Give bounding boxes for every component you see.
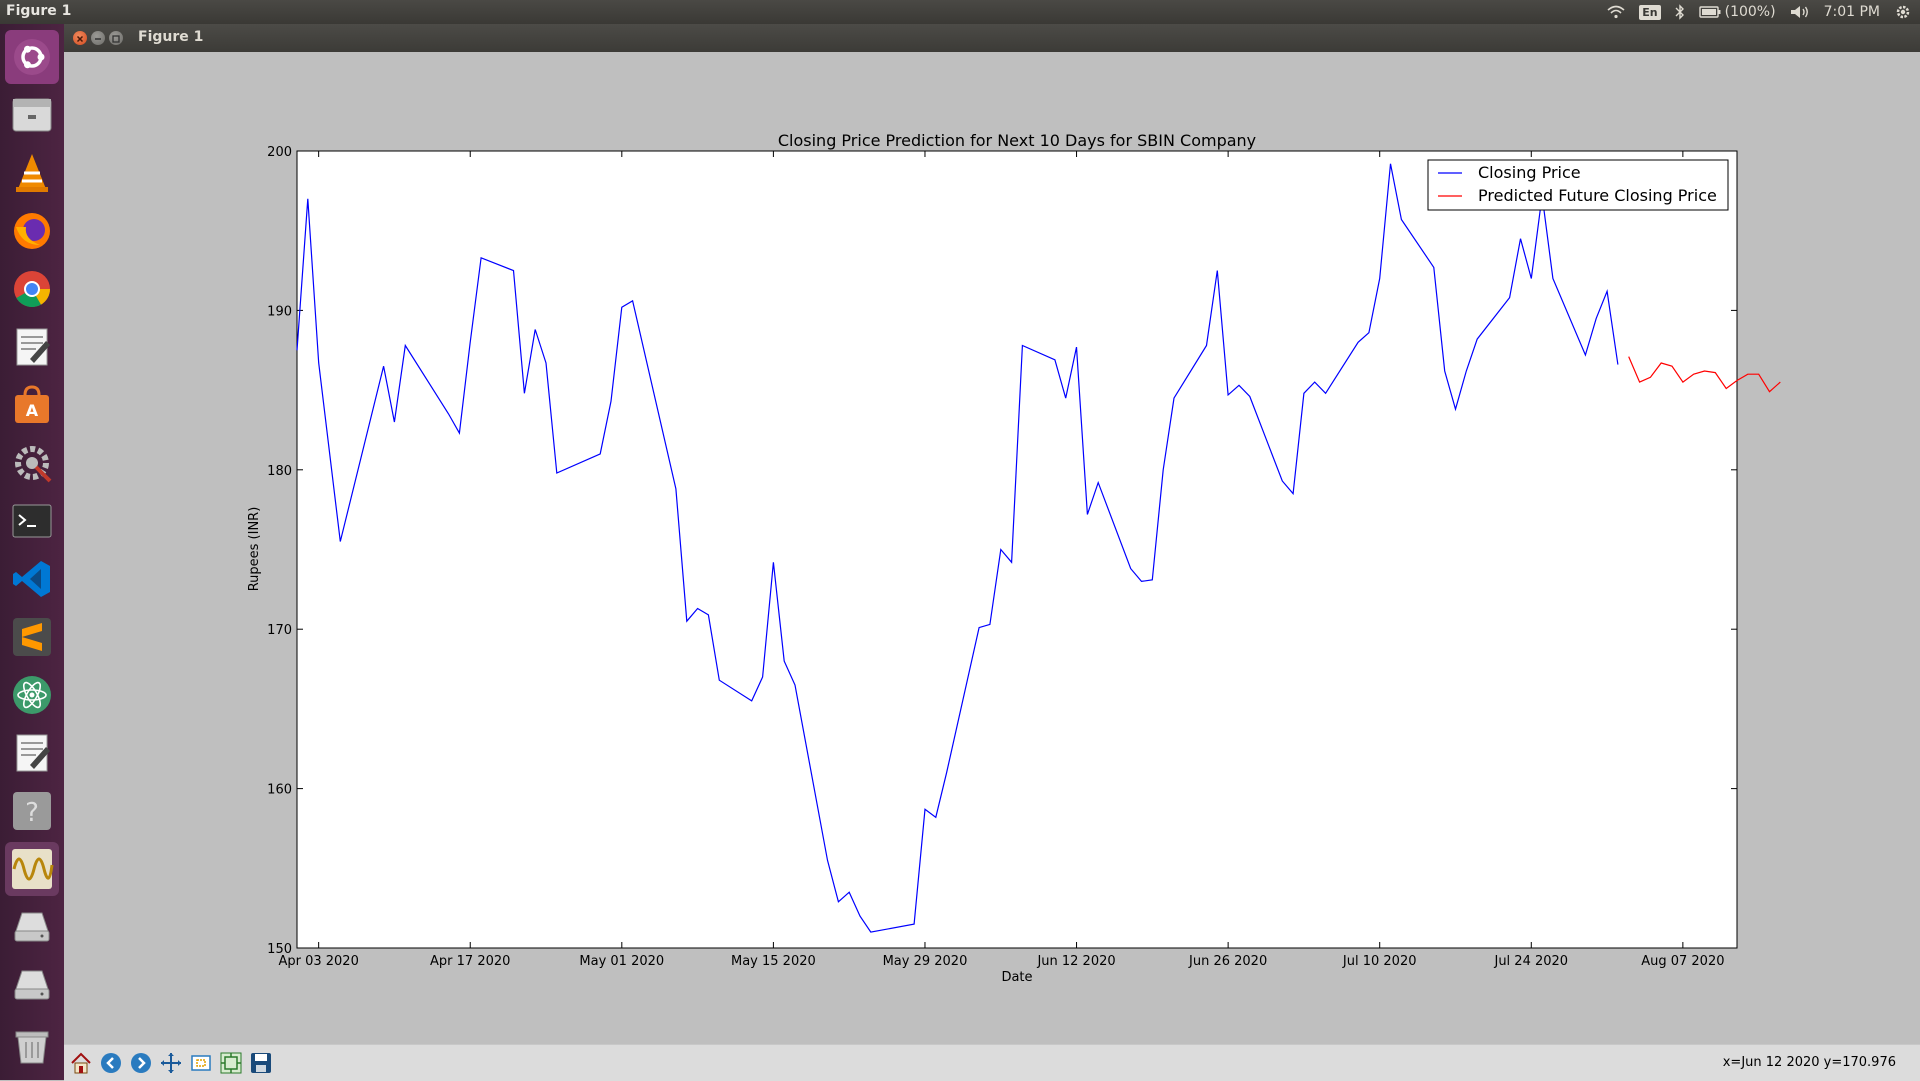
x-tick-label: Jul 10 2020	[1342, 954, 1417, 969]
maximize-button[interactable]	[109, 31, 123, 45]
x-tick-label: Apr 17 2020	[430, 954, 510, 969]
configure-subplots-button[interactable]	[218, 1050, 244, 1076]
y-tick-label: 190	[267, 304, 292, 319]
system-tray: En (100%) 7:01 PM	[1607, 0, 1920, 24]
vscode-icon[interactable]	[5, 552, 59, 606]
svg-text:?: ?	[25, 798, 39, 828]
y-tick-label: 170	[267, 623, 292, 638]
y-tick-label: 160	[267, 783, 292, 798]
close-icon	[76, 35, 84, 43]
pan-button[interactable]	[158, 1050, 184, 1076]
battery-percentage: (100%)	[1724, 4, 1776, 20]
help-icon[interactable]: ?	[5, 784, 59, 838]
firefox-icon[interactable]	[5, 204, 59, 258]
x-tick-label: Aug 07 2020	[1641, 954, 1724, 969]
y-tick-label: 200	[267, 145, 292, 160]
x-tick-label: May 29 2020	[883, 954, 968, 969]
y-axis-label: Rupees (INR)	[247, 507, 262, 592]
zoom-button[interactable]	[188, 1050, 214, 1076]
x-tick-label: Jun 12 2020	[1036, 954, 1115, 969]
x-axis: Apr 03 2020 Apr 17 2020 May 01 2020 May 15 …	[278, 151, 1725, 969]
zoom-icon	[191, 1055, 211, 1071]
series-line-predicted-price	[1628, 356, 1781, 393]
close-button[interactable]	[73, 31, 87, 45]
system-settings-icon[interactable]	[5, 436, 59, 490]
save-button[interactable]	[248, 1050, 274, 1076]
trash-icon[interactable]	[5, 1018, 59, 1072]
x-tick-label: Apr 03 2020	[278, 954, 358, 969]
legend-label-predicted-price: Predicted Future Closing Price	[1478, 186, 1717, 205]
bluetooth-icon[interactable]	[1675, 4, 1685, 20]
window-titlebar: Figure 1	[64, 24, 1920, 52]
x-tick-label: Jul 24 2020	[1493, 954, 1568, 969]
minimize-icon	[95, 38, 101, 40]
series-line-closing-price	[296, 163, 1619, 933]
vlc-icon[interactable]	[5, 146, 59, 200]
save-icon	[251, 1053, 271, 1073]
wifi-icon[interactable]	[1607, 5, 1625, 19]
drive-icon[interactable]	[5, 900, 59, 954]
pan-icon	[161, 1053, 181, 1073]
battery-icon	[1698, 6, 1721, 18]
ubuntu-dash-icon[interactable]	[5, 30, 59, 84]
files-icon[interactable]	[5, 88, 59, 142]
back-button[interactable]	[98, 1050, 124, 1076]
text-editor-icon[interactable]	[5, 726, 59, 780]
y-tick-label: 150	[267, 942, 292, 957]
y-axis: 150 160 170 180 190 200	[267, 145, 1737, 957]
chart-lines	[296, 163, 1781, 933]
keyboard-language-indicator[interactable]: En	[1639, 4, 1661, 20]
x-tick-label: May 01 2020	[579, 954, 664, 969]
figure-canvas[interactable]: Closing Price Prediction for Next 10 Day…	[64, 52, 1920, 1044]
chart-title: Closing Price Prediction for Next 10 Day…	[778, 131, 1256, 150]
legend-label-closing-price: Closing Price	[1478, 163, 1581, 182]
cursor-coordinates: x=Jun 12 2020 y=170.976	[1722, 1055, 1896, 1070]
chrome-icon[interactable]	[5, 262, 59, 316]
home-icon	[71, 1052, 91, 1074]
forward-icon	[131, 1053, 151, 1073]
svg-text:A: A	[26, 401, 39, 420]
y-tick-label: 180	[267, 464, 292, 479]
maximize-icon	[112, 35, 120, 43]
text-editor-icon[interactable]	[5, 320, 59, 374]
legend-box	[1427, 159, 1729, 211]
launcher: A ?	[0, 24, 64, 1080]
x-axis-label: Date	[1001, 970, 1032, 985]
drive-icon[interactable]	[5, 958, 59, 1012]
configure-subplots-icon	[220, 1052, 242, 1074]
x-tick-label: May 15 2020	[731, 954, 816, 969]
software-center-icon[interactable]: A	[5, 378, 59, 432]
atom-icon[interactable]	[5, 668, 59, 722]
forward-button[interactable]	[128, 1050, 154, 1076]
battery-indicator[interactable]: (100%)	[1698, 4, 1776, 20]
gear-icon[interactable]	[1894, 3, 1912, 21]
top-panel: Figure 1 En (100%) 7:01 PM	[0, 0, 1920, 24]
legend: Closing Price Predicted Future Closing P…	[1427, 159, 1729, 211]
x-tick-label: Jun 26 2020	[1188, 954, 1267, 969]
back-icon	[101, 1053, 121, 1073]
minimize-button[interactable]	[91, 31, 105, 45]
home-button[interactable]	[68, 1050, 94, 1076]
plot-area	[296, 150, 1738, 949]
window-title: Figure 1	[138, 29, 204, 45]
chart[interactable]: Closing Price Prediction for Next 10 Day…	[64, 52, 1920, 1044]
sublime-text-icon[interactable]	[5, 610, 59, 664]
terminal-icon[interactable]	[5, 494, 59, 548]
oscilloscope-icon[interactable]	[5, 842, 59, 896]
top-panel-title: Figure 1	[6, 3, 72, 19]
figure-toolbar: x=Jun 12 2020 y=170.976	[64, 1044, 1920, 1081]
clock[interactable]: 7:01 PM	[1823, 4, 1880, 20]
volume-icon[interactable]	[1790, 5, 1810, 19]
